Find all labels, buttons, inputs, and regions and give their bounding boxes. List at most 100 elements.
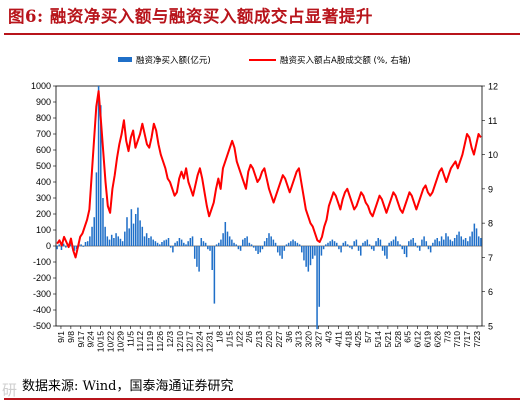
- bar: [416, 246, 419, 248]
- bar: [167, 238, 170, 246]
- x-tick-label: 11/12: [135, 331, 145, 352]
- x-tick-label: 4/3: [323, 331, 333, 343]
- x-tick-label: 10/15: [96, 331, 106, 353]
- left-tick-label: 600: [36, 145, 51, 155]
- bar: [292, 239, 294, 246]
- bar: [274, 242, 277, 246]
- bar: [224, 222, 227, 246]
- bar: [445, 233, 447, 246]
- bar: [384, 246, 386, 256]
- bar: [349, 246, 351, 248]
- x-tick-label: 12/31: [205, 331, 215, 353]
- x-tick-label: 6/26: [432, 331, 442, 348]
- x-tick-label: 6/19: [423, 331, 433, 348]
- bar: [263, 241, 266, 246]
- bar: [93, 217, 95, 246]
- x-tick-label: 6/12: [413, 331, 423, 348]
- right-tick-label: 7: [488, 253, 493, 263]
- bar: [412, 238, 414, 246]
- bar: [408, 241, 410, 246]
- bar: [108, 239, 111, 246]
- bar: [145, 233, 148, 246]
- bar: [397, 241, 399, 246]
- left-tick-label: 200: [36, 209, 51, 219]
- bar: [198, 246, 200, 272]
- bar: [447, 236, 449, 246]
- bottom-rule: [4, 398, 520, 400]
- x-tick-label: 2/27: [274, 331, 284, 348]
- x-tick-label: 9/8: [66, 331, 76, 343]
- bar: [104, 226, 106, 246]
- left-tick-label: 0: [46, 241, 51, 251]
- bar: [226, 231, 229, 246]
- x-tick-label: 6/5: [403, 331, 413, 343]
- bar: [340, 246, 342, 253]
- x-tick-label: 4/11: [333, 331, 343, 347]
- bar: [132, 223, 135, 246]
- right-tick-label: 11: [488, 116, 497, 126]
- bar: [141, 226, 144, 246]
- bar: [110, 234, 113, 246]
- bar: [333, 241, 336, 246]
- left-tick-label: -500: [33, 321, 51, 331]
- bar: [235, 244, 237, 246]
- right-tick-label: 6: [488, 287, 493, 297]
- bar: [97, 86, 100, 246]
- x-tick-label: 11/26: [155, 331, 165, 352]
- x-tick-label: 12/10: [175, 331, 185, 353]
- bar: [436, 238, 438, 246]
- left-tick-label: 400: [36, 177, 51, 187]
- bar: [480, 238, 482, 246]
- bar: [130, 209, 133, 246]
- bar: [370, 246, 373, 250]
- bar: [462, 239, 465, 246]
- bar: [475, 228, 478, 246]
- bar: [364, 241, 366, 246]
- bar: [386, 246, 388, 259]
- left-tick-label: 100: [36, 225, 51, 235]
- left-tick-label: 1000: [31, 81, 51, 91]
- bar: [178, 238, 181, 246]
- bar: [351, 246, 353, 250]
- bar: [73, 246, 76, 251]
- bar: [270, 236, 272, 246]
- bar: [272, 239, 275, 246]
- left-tick-label: -300: [33, 289, 51, 299]
- bar: [222, 233, 224, 246]
- bar: [106, 236, 109, 246]
- bar: [58, 244, 61, 246]
- line-series: [56, 90, 482, 259]
- bar: [115, 233, 117, 246]
- x-tick-label: 7/23: [472, 331, 482, 348]
- bar: [379, 239, 382, 246]
- bar-series: [56, 86, 482, 330]
- bar: [102, 198, 104, 246]
- bar: [56, 246, 58, 250]
- bar: [477, 236, 480, 246]
- x-tick-label: 12/17: [185, 331, 195, 353]
- bar: [329, 241, 331, 246]
- bar: [316, 246, 318, 330]
- bar: [375, 241, 377, 246]
- bar: [414, 242, 417, 246]
- bar: [191, 236, 194, 246]
- bar: [440, 236, 443, 246]
- bar: [172, 246, 174, 253]
- x-tick-label: 7/17: [462, 331, 472, 348]
- x-tick-label: 10/22: [105, 331, 115, 353]
- left-axis: -500 -400 -300 -200 -100 0 100 200 300 400 500 600 7…: [31, 81, 56, 331]
- x-tick-label: 11/19: [145, 331, 155, 352]
- x-tick-label: 4/25: [353, 331, 363, 348]
- right-tick-label: 12: [488, 82, 498, 92]
- bar: [305, 246, 307, 267]
- bar: [359, 246, 362, 256]
- bar: [298, 244, 301, 246]
- bar: [401, 246, 404, 250]
- bar: [276, 246, 279, 253]
- legend: 融资净买入额(亿元) 融资买入额占A股成交额 (%, 右轴): [118, 55, 411, 66]
- bar: [283, 246, 286, 251]
- bar: [403, 246, 406, 254]
- bar: [228, 236, 231, 246]
- bar: [200, 238, 203, 246]
- bar: [346, 244, 349, 246]
